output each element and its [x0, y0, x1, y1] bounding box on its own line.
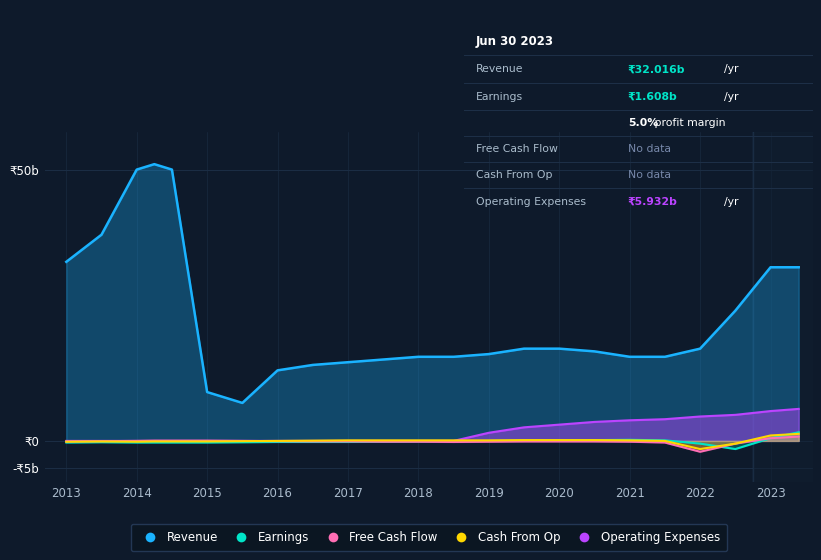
Text: Earnings: Earnings: [476, 91, 523, 101]
Text: ₹1.608b: ₹1.608b: [628, 91, 677, 101]
Text: Operating Expenses: Operating Expenses: [476, 197, 586, 207]
Legend: Revenue, Earnings, Free Cash Flow, Cash From Op, Operating Expenses: Revenue, Earnings, Free Cash Flow, Cash …: [131, 524, 727, 551]
Text: No data: No data: [628, 170, 671, 180]
Text: No data: No data: [628, 144, 671, 154]
Text: Revenue: Revenue: [476, 64, 524, 74]
Text: Jun 30 2023: Jun 30 2023: [476, 35, 554, 48]
Text: ₹5.932b: ₹5.932b: [628, 197, 677, 207]
Text: Free Cash Flow: Free Cash Flow: [476, 144, 558, 154]
Text: /yr: /yr: [724, 91, 738, 101]
Text: profit margin: profit margin: [650, 118, 725, 128]
Text: ₹32.016b: ₹32.016b: [628, 64, 686, 74]
Text: Cash From Op: Cash From Op: [476, 170, 553, 180]
Text: /yr: /yr: [724, 197, 738, 207]
Text: 5.0%: 5.0%: [628, 118, 658, 128]
Text: /yr: /yr: [724, 64, 738, 74]
Bar: [753, 132, 813, 482]
